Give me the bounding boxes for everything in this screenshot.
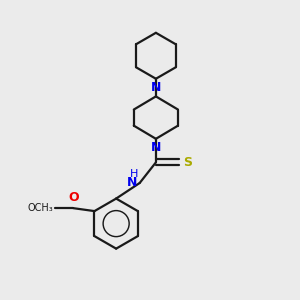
Text: N: N — [151, 81, 161, 94]
Text: S: S — [183, 156, 192, 169]
Text: OCH₃: OCH₃ — [28, 203, 53, 213]
Text: H: H — [130, 169, 139, 178]
Text: N: N — [127, 176, 137, 190]
Text: N: N — [151, 141, 161, 154]
Text: O: O — [68, 191, 79, 204]
